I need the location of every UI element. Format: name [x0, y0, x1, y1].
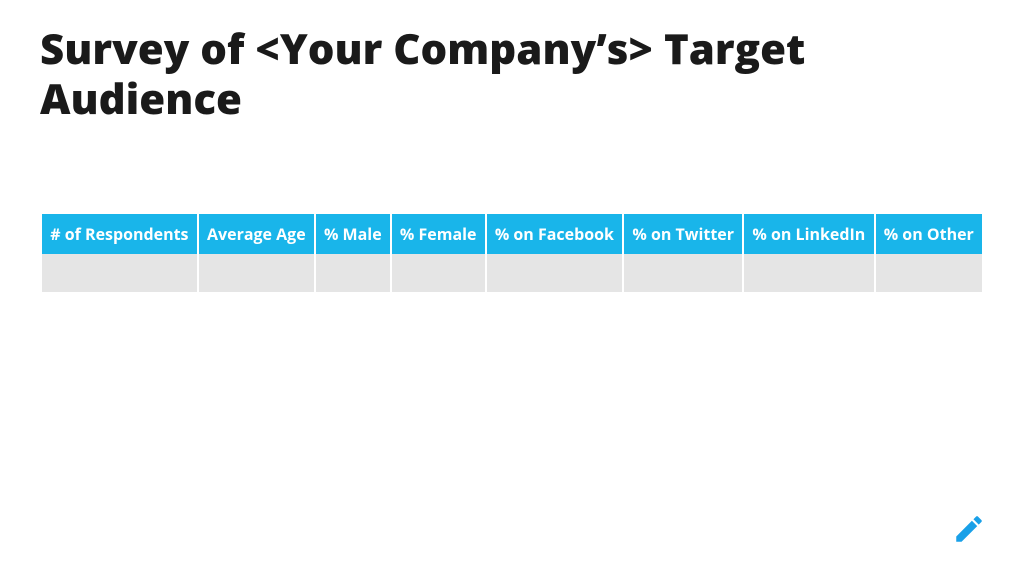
cell — [624, 254, 742, 292]
pencil-path — [956, 516, 982, 542]
cell — [744, 254, 873, 292]
col-pct-linkedin: % on LinkedIn — [744, 214, 873, 254]
table-row — [42, 254, 982, 292]
page-title: Survey of <Your Company’s> Target Audien… — [40, 24, 984, 125]
col-pct-female: % Female — [392, 214, 485, 254]
col-pct-other: % on Other — [876, 214, 982, 254]
survey-table: # of Respondents Average Age % Male % Fe… — [40, 214, 984, 292]
cell — [392, 254, 485, 292]
col-pct-facebook: % on Facebook — [487, 214, 623, 254]
col-respondents: # of Respondents — [42, 214, 197, 254]
col-pct-twitter: % on Twitter — [624, 214, 742, 254]
pencil-icon[interactable] — [952, 512, 986, 546]
cell — [316, 254, 390, 292]
table-header-row: # of Respondents Average Age % Male % Fe… — [42, 214, 982, 254]
col-avg-age: Average Age — [199, 214, 314, 254]
cell — [876, 254, 982, 292]
cell — [42, 254, 197, 292]
col-pct-male: % Male — [316, 214, 390, 254]
cell — [487, 254, 623, 292]
cell — [199, 254, 314, 292]
